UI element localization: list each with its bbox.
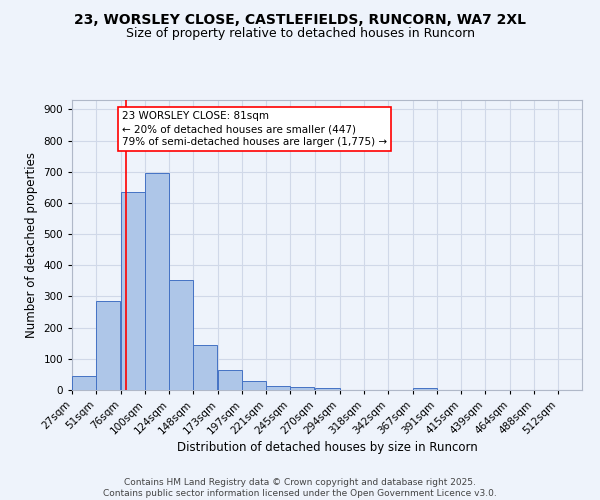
Text: Size of property relative to detached houses in Runcorn: Size of property relative to detached ho… <box>125 28 475 40</box>
X-axis label: Distribution of detached houses by size in Runcorn: Distribution of detached houses by size … <box>176 442 478 454</box>
Bar <box>96 301 120 390</box>
Bar <box>316 388 340 390</box>
Text: 23, WORSLEY CLOSE, CASTLEFIELDS, RUNCORN, WA7 2XL: 23, WORSLEY CLOSE, CASTLEFIELDS, RUNCORN… <box>74 12 526 26</box>
Bar <box>169 280 193 390</box>
Bar <box>145 172 169 390</box>
Bar <box>72 376 96 390</box>
Bar <box>121 192 145 390</box>
Bar <box>266 386 290 390</box>
Text: 23 WORSLEY CLOSE: 81sqm
← 20% of detached houses are smaller (447)
79% of semi-d: 23 WORSLEY CLOSE: 81sqm ← 20% of detache… <box>122 111 387 148</box>
Y-axis label: Number of detached properties: Number of detached properties <box>25 152 38 338</box>
Bar <box>413 388 437 390</box>
Text: Contains HM Land Registry data © Crown copyright and database right 2025.
Contai: Contains HM Land Registry data © Crown c… <box>103 478 497 498</box>
Bar <box>242 380 266 390</box>
Bar <box>193 345 217 390</box>
Bar <box>290 386 314 390</box>
Bar <box>218 370 242 390</box>
